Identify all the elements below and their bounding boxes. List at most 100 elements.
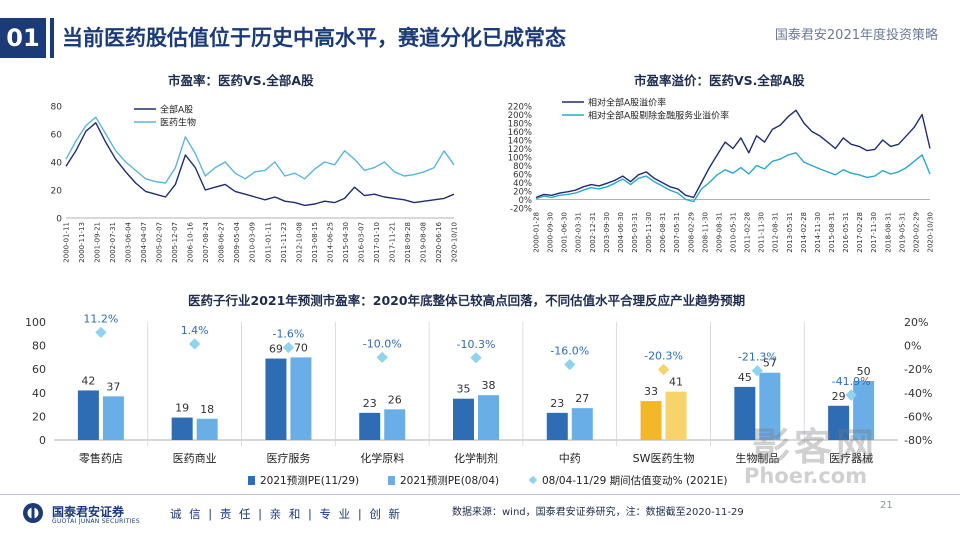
x-tick-label: 2014-11-30 xyxy=(814,212,822,253)
x-tick-label: 2006-10-16 xyxy=(187,221,195,262)
y-tick-label: 100% xyxy=(508,154,532,164)
data-label: 70 xyxy=(294,341,308,354)
series-line xyxy=(535,152,931,203)
x-tick-label: 2015-08-31 xyxy=(828,212,836,253)
x-tick-label: 2012-08-31 xyxy=(772,212,780,253)
data-label: 23 xyxy=(550,397,564,410)
bar xyxy=(77,390,99,440)
title-accent-bar xyxy=(50,18,54,58)
x-tick-label: 2004-04-07 xyxy=(140,222,148,263)
bar xyxy=(759,372,781,440)
change-label: -41.9% xyxy=(832,375,871,388)
x-tick-label: 2007-05-31 xyxy=(673,212,681,253)
x-tick-label: 2014-02-28 xyxy=(800,212,808,253)
y2-tick-label: -40% xyxy=(904,387,932,400)
premium-chart-title: 市盈率溢价：医药VS.全部A股 xyxy=(634,73,805,88)
y-tick-label: 0 xyxy=(56,215,62,225)
x-tick-label: SW医药生物 xyxy=(633,451,695,465)
subindustry-chart: 0 20 40 60 80 100 -80% -60% -40% -20% 0% 20% 42 37 11.… xyxy=(25,312,932,487)
x-tick-label: 2017-01-10 xyxy=(373,222,381,263)
y-tick-label: 200% xyxy=(508,111,532,121)
y2-tick-label: 0% xyxy=(904,340,921,353)
x-tick-label: 中药 xyxy=(559,452,581,465)
data-label: 33 xyxy=(644,385,658,398)
bar xyxy=(265,358,287,440)
company-name: 国泰君安证券 xyxy=(52,505,125,519)
series-line xyxy=(65,116,455,184)
premium-chart: -20%0%20%40%60%80%100%120%140%160%180%20… xyxy=(508,97,935,253)
x-tick-label: 2020-06-16 xyxy=(435,221,443,262)
bar xyxy=(453,398,474,440)
change-label: -1.6% xyxy=(272,327,304,340)
change-label: 1.4% xyxy=(181,324,209,337)
change-marker xyxy=(282,341,295,354)
x-tick-label: 2008-02-29 xyxy=(687,212,695,253)
data-label: 50 xyxy=(857,365,871,378)
x-tick-label: 2013-08-15 xyxy=(311,222,319,263)
watermark-text: 影客网 xyxy=(752,425,879,469)
x-tick-label: 2002-07-31 xyxy=(109,222,117,263)
x-tick-label: 2002-03-31 xyxy=(575,212,583,253)
x-tick-label: 2000-09-30 xyxy=(547,212,555,253)
data-label: 27 xyxy=(575,392,589,405)
change-marker xyxy=(95,326,107,339)
x-tick-label: 2004-06-30 xyxy=(617,212,625,253)
pe-chart: 0 20 40 60 80 2000-01-11 2000-11-13 2001-09-21 2… xyxy=(51,103,459,263)
y-tick-label: 20% xyxy=(513,188,532,198)
bar xyxy=(734,386,756,440)
y-tick-label: 180% xyxy=(508,120,532,130)
y-tick-label: 0% xyxy=(519,196,533,206)
x-tick-label: 2016-05-31 xyxy=(842,212,850,253)
x-tick-label: 2014-06-25 xyxy=(326,222,334,263)
legend-label: 相对全部A股溢价率 xyxy=(588,97,666,109)
data-label: 26 xyxy=(388,393,402,406)
subindustry-chart-title: 医药子行业2021年预测市盈率：2020年底整体已较高点回落，不同估值水平合理反… xyxy=(188,293,746,308)
x-tick-label: 医药商业 xyxy=(173,451,217,465)
y-tick-label: 20 xyxy=(51,187,63,197)
bar xyxy=(665,391,687,440)
x-tick-label: 2001-09-21 xyxy=(94,222,102,263)
y-tick-label: 120% xyxy=(508,145,532,155)
data-label: 41 xyxy=(669,376,683,389)
x-tick-label: 2011-11-23 xyxy=(280,222,288,263)
report-name: 国泰君安2021年度投资策略 xyxy=(774,28,938,43)
y-tick-label: 20 xyxy=(32,410,46,423)
company-slogan: 诚 信 | 责 任 | 亲 和 | 专 业 | 创 新 xyxy=(170,507,403,521)
x-tick-label: 2017-11-30 xyxy=(870,212,878,253)
bar xyxy=(384,409,406,440)
legend-swatch xyxy=(388,476,395,485)
legend-swatch xyxy=(528,475,538,485)
x-tick-label: 零售药店 xyxy=(79,451,123,465)
x-tick-label: 2009-05-04 xyxy=(233,221,241,262)
y-tick-label: 40% xyxy=(513,179,532,189)
x-tick-label: 2000-01-11 xyxy=(63,222,71,263)
x-tick-label: 2005-12-07 xyxy=(171,222,179,263)
x-tick-label: 2011-01-11 xyxy=(264,222,272,263)
x-tick-label: 2000-01-28 xyxy=(533,212,541,253)
change-marker xyxy=(657,363,670,376)
y-tick-label: 0 xyxy=(39,434,46,447)
y-tick-label: 80% xyxy=(513,162,532,172)
data-label: 35 xyxy=(457,383,471,396)
change-marker xyxy=(376,351,388,364)
data-label: 18 xyxy=(200,403,214,416)
x-tick-label: 2003-09-30 xyxy=(603,212,611,253)
x-tick-label: 2010-05-31 xyxy=(730,212,738,253)
x-tick-label: 2019-08-08 xyxy=(419,222,427,263)
legend-label: 全部A股 xyxy=(160,104,193,116)
legend-label: 2021预测PE(08/04) xyxy=(400,474,499,487)
y-tick-label: 160% xyxy=(508,128,532,138)
x-tick-label: 2003-06-04 xyxy=(125,221,133,262)
legend-label: 医药生物 xyxy=(160,117,196,129)
x-tick-label: 2006-08-31 xyxy=(659,212,667,253)
bar xyxy=(546,412,568,440)
x-tick-label: 2007-08-24 xyxy=(202,221,210,262)
x-tick-label: 2011-02-28 xyxy=(744,212,752,253)
x-tick-label: 2009-08-31 xyxy=(715,212,723,253)
pe-chart-title: 市盈率：医药VS.全部A股 xyxy=(168,73,314,88)
x-tick-label: 2001-06-30 xyxy=(561,212,569,253)
y-tick-label: 40 xyxy=(51,159,63,169)
bar xyxy=(196,418,218,440)
change-label: 11.2% xyxy=(83,312,118,325)
watermark-url: Phoer.com xyxy=(744,464,868,488)
